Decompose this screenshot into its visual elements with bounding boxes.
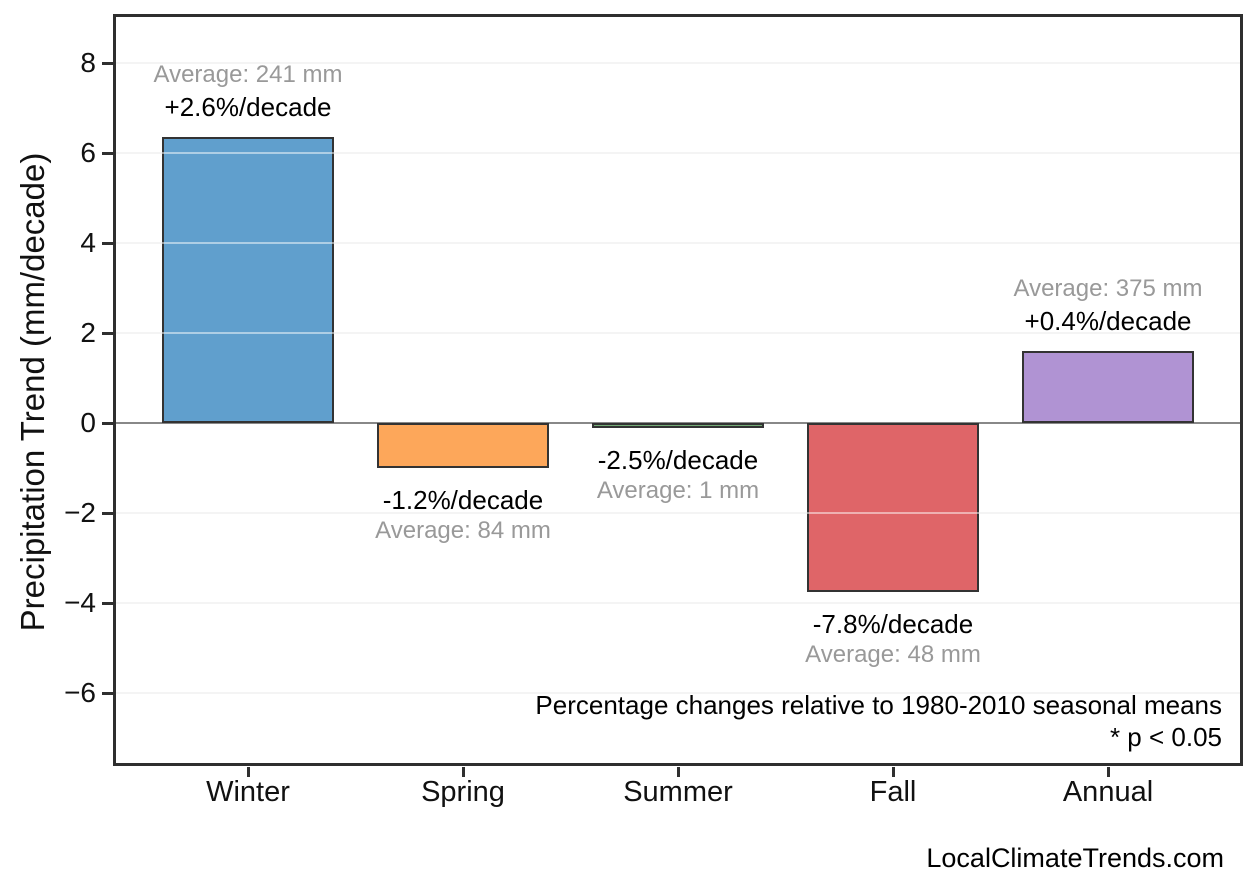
x-tick-label-winter: Winter [206, 776, 290, 808]
y-tick-label: 0 [80, 407, 96, 438]
pct-label-summer: -2.5%/decade [597, 445, 759, 475]
avg-label-annual: Average: 375 mm [1013, 275, 1203, 302]
y-tick-mark [102, 62, 113, 65]
x-tick-label-spring: Spring [421, 776, 505, 808]
avg-label-summer: Average: 1 mm [596, 477, 760, 504]
y-tick-mark [102, 512, 113, 515]
avg-label-fall: Average: 48 mm [805, 640, 981, 668]
avg-label-spring: Average: 84 mm [375, 517, 551, 544]
x-tick-label-annual: Annual [1062, 776, 1154, 808]
y-tick-label: −4 [64, 587, 96, 618]
y-tick-mark [102, 242, 113, 245]
annotation-baseline-note: Percentage changes relative to 1980-2010… [535, 690, 1222, 720]
x-tick-mark [247, 767, 250, 777]
y-tick-mark [102, 602, 113, 605]
y-gridline-overlay [116, 152, 1240, 154]
y-gridline-overlay [116, 62, 1240, 64]
y-tick-mark [102, 422, 113, 425]
x-tick-mark [892, 767, 895, 777]
avg-label-winter: Average: 241 mm [153, 61, 343, 89]
bar-summer [592, 423, 764, 428]
x-tick-mark [1107, 767, 1110, 777]
y-gridline-overlay [116, 602, 1240, 604]
pct-label-fall: -7.8%/decade [812, 608, 974, 639]
y-tick-mark [102, 332, 113, 335]
watermark-site-url: LocalClimateTrends.com [926, 843, 1224, 873]
y-tick-label: 6 [80, 137, 96, 168]
y-tick-label: 8 [80, 47, 96, 78]
pct-label-spring: -1.2%/decade [382, 485, 544, 515]
x-tick-mark [462, 767, 465, 777]
pct-label-winter: +2.6%/decade [164, 92, 332, 123]
y-tick-label: −2 [64, 497, 96, 528]
y-tick-label: 2 [80, 317, 96, 348]
y-axis-title: Precipitation Trend (mm/decade) [14, 152, 51, 632]
x-tick-mark [677, 767, 680, 777]
pct-label-annual: +0.4%/decade [1024, 306, 1192, 336]
y-gridline-overlay [116, 692, 1240, 694]
x-tick-label-fall: Fall [869, 776, 917, 808]
y-gridline-overlay [116, 512, 1240, 514]
y-tick-mark [102, 152, 113, 155]
y-tick-mark [102, 692, 113, 695]
bar-spring [377, 423, 549, 468]
y-gridline-overlay [116, 332, 1240, 334]
y-gridline-overlay [116, 242, 1240, 244]
y-tick-label: −6 [64, 677, 96, 708]
x-tick-label-summer: Summer [623, 776, 733, 808]
bar-annual [1022, 351, 1194, 423]
y-tick-label: 4 [80, 227, 96, 258]
bar-fall [807, 423, 979, 592]
bar-winter [162, 137, 334, 423]
annotation-significance-note: * p < 0.05 [1109, 722, 1222, 752]
